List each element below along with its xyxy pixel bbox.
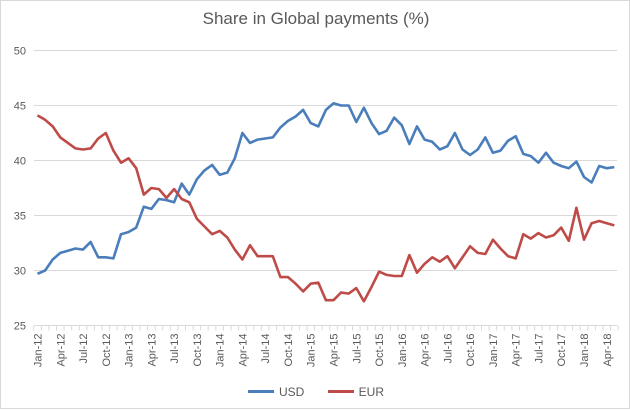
y-tick-label: 30 bbox=[14, 266, 26, 278]
x-tick-label: Jul-13 bbox=[169, 334, 181, 364]
x-tick-label: Oct-12 bbox=[101, 334, 113, 367]
x-tick-label: Apr-16 bbox=[420, 334, 432, 367]
y-tick-label: 50 bbox=[14, 46, 26, 58]
x-tick-label: Apr-14 bbox=[237, 334, 249, 367]
legend-item-usd: USD bbox=[248, 385, 304, 399]
legend-item-eur: EUR bbox=[328, 385, 384, 399]
legend-swatch-eur bbox=[328, 390, 354, 393]
x-tick-label: Oct-14 bbox=[283, 334, 295, 367]
x-tick-label: Jul-17 bbox=[533, 334, 545, 364]
y-tick-label: 40 bbox=[14, 156, 26, 168]
x-tick-label: Jan-16 bbox=[397, 334, 409, 368]
x-tick-label: Apr-12 bbox=[55, 334, 67, 367]
x-tick-label: Apr-18 bbox=[602, 334, 614, 367]
x-tick-label: Oct-15 bbox=[374, 334, 386, 367]
x-tick-label: Jan-17 bbox=[488, 334, 500, 368]
legend-swatch-usd bbox=[248, 390, 274, 393]
x-tick-label: Jul-12 bbox=[78, 334, 90, 364]
y-tick-label: 35 bbox=[14, 211, 26, 223]
x-tick-label: Jul-15 bbox=[351, 334, 363, 364]
x-tick-label: Jan-12 bbox=[33, 334, 45, 368]
x-tick-label: Apr-15 bbox=[329, 334, 341, 367]
y-tick-label: 45 bbox=[14, 101, 26, 113]
legend-label-eur: EUR bbox=[359, 385, 384, 399]
x-tick-label: Jan-18 bbox=[579, 334, 591, 368]
x-tick-label: Oct-17 bbox=[556, 334, 568, 367]
y-tick-label: 25 bbox=[14, 321, 26, 333]
series-line-eur bbox=[38, 115, 615, 301]
x-tick-label: Jul-16 bbox=[442, 334, 454, 364]
x-tick-label: Apr-13 bbox=[146, 334, 158, 367]
x-tick-label: Jan-13 bbox=[124, 334, 136, 368]
x-tick-label: Jan-15 bbox=[306, 334, 318, 368]
x-tick-label: Jul-14 bbox=[260, 334, 272, 364]
x-tick-label: Jan-14 bbox=[215, 334, 227, 368]
x-tick-label: Oct-16 bbox=[465, 334, 477, 367]
series-line-usd bbox=[38, 103, 615, 273]
legend: USD EUR bbox=[1, 382, 630, 399]
x-tick-label: Oct-13 bbox=[192, 334, 204, 367]
x-tick-label: Apr-17 bbox=[511, 334, 523, 367]
legend-label-usd: USD bbox=[279, 385, 304, 399]
